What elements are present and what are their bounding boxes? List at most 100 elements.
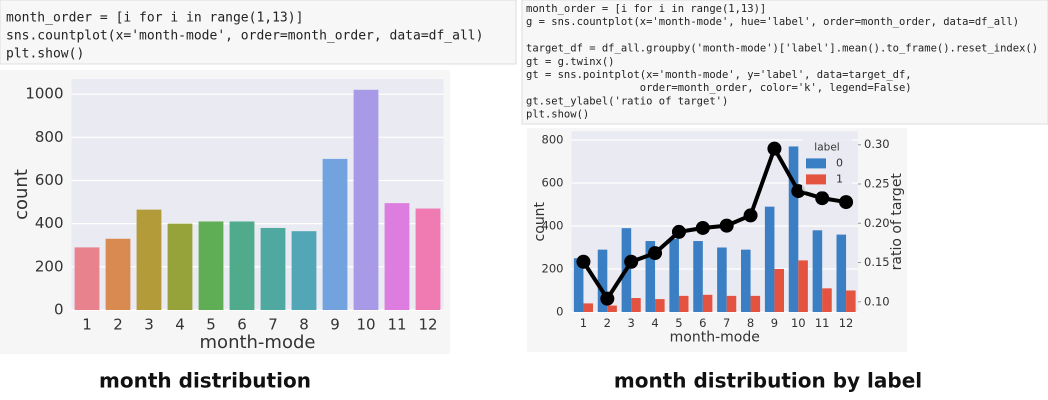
bar: [260, 227, 286, 310]
x-tick-label: 9: [330, 316, 340, 334]
code-line: sns.countplot(x='month-mode', order=mont…: [6, 29, 483, 44]
point: [624, 254, 639, 269]
x-tick-label: 10: [356, 316, 375, 334]
x-tick-label: 1: [580, 316, 587, 330]
legend-title: label: [814, 141, 839, 153]
x-axis-label: month-mode: [670, 329, 760, 345]
legend-label: 1: [836, 172, 843, 185]
point: [743, 208, 758, 223]
y2-tick-label: 0.20: [864, 216, 890, 230]
code-line: plt.show(): [526, 109, 589, 121]
y-tick-label: 0: [54, 301, 64, 319]
x-tick-label: 3: [628, 316, 635, 330]
x-tick-label: 5: [206, 316, 216, 334]
y2-tick-label: 0.25: [864, 177, 890, 191]
x-tick-label: 7: [723, 316, 730, 330]
caption: month distribution: [99, 369, 311, 393]
legend-swatch: [806, 174, 826, 185]
bar: [607, 305, 617, 312]
point: [791, 184, 806, 199]
bar: [136, 209, 162, 310]
code-line: gt.set_ylabel('ratio of target'): [526, 95, 728, 107]
x-tick-label: 4: [651, 316, 658, 330]
legend-swatch: [806, 158, 826, 169]
bar: [631, 298, 641, 312]
bar: [741, 249, 751, 312]
bar: [291, 231, 317, 310]
bar: [597, 249, 608, 312]
x-tick-label: 11: [387, 316, 406, 334]
bar: [655, 299, 665, 312]
bar: [750, 295, 761, 312]
y-tick-label: 400: [35, 214, 64, 232]
point: [600, 291, 615, 306]
point: [839, 195, 854, 210]
y2-tick-label: 0.30: [864, 137, 890, 151]
y-tick-label: 600: [35, 171, 64, 189]
bar: [229, 221, 255, 310]
y-axis-label: count: [532, 201, 548, 241]
bar: [645, 241, 656, 312]
x-tick-label: 2: [113, 316, 123, 334]
bar: [822, 288, 832, 312]
x-tick-label: 6: [237, 316, 247, 334]
x-tick-label: 10: [791, 316, 806, 330]
bar: [415, 208, 441, 310]
bar: [846, 290, 856, 312]
bar: [726, 295, 737, 312]
x-tick-label: 2: [604, 316, 611, 330]
point: [576, 254, 591, 269]
y-tick-label: 800: [542, 133, 564, 147]
point: [695, 220, 710, 235]
point: [719, 218, 734, 233]
point: [648, 246, 663, 261]
code-line: month_order = [i for i in range(1,13)]: [6, 11, 303, 26]
code-line: month_order = [i for i in range(1,13)]: [526, 3, 766, 15]
y-tick-label: 800: [35, 128, 64, 146]
bar: [774, 269, 784, 312]
x-tick-label: 4: [175, 316, 185, 334]
bar: [764, 206, 775, 312]
code-line: plt.show(): [6, 47, 84, 62]
point: [815, 191, 830, 206]
code-line: target_df = df_all.groupby('month-mode')…: [526, 43, 1038, 55]
y2-tick-label: 0.10: [864, 294, 890, 308]
code-line: gt = g.twinx(): [526, 56, 615, 68]
x-tick-label: 8: [747, 316, 754, 330]
code-cell: [0, 0, 517, 65]
point: [767, 141, 782, 156]
y2-tick-label: 0.15: [864, 255, 890, 269]
x-tick-label: 12: [839, 316, 854, 330]
x-tick-label: 5: [675, 316, 682, 330]
x-tick-label: 6: [699, 316, 706, 330]
bar: [693, 241, 703, 312]
bar: [74, 247, 100, 310]
x-axis-label: month-mode: [200, 332, 316, 353]
bar: [836, 234, 847, 312]
x-tick-label: 8: [299, 316, 309, 334]
x-tick-label: 1: [82, 316, 92, 334]
bar: [702, 294, 713, 312]
code-cell: [521, 0, 1048, 125]
code-line: order=month_order, color='k', legend=Fal…: [526, 82, 912, 94]
bar: [573, 258, 584, 312]
bar: [717, 247, 727, 312]
bar: [105, 238, 131, 310]
bar: [322, 158, 348, 310]
bar: [669, 238, 679, 312]
plot-area: [71, 79, 444, 310]
bar: [812, 230, 823, 312]
x-tick-label: 11: [815, 316, 830, 330]
y-axis-label: count: [11, 169, 32, 220]
y-tick-label: 400: [542, 219, 564, 233]
y-tick-label: 1000: [25, 85, 63, 103]
code-line: g = sns.countplot(x='month-mode', hue='l…: [526, 16, 1019, 28]
bar: [384, 203, 410, 310]
code-line: gt = sns.pointplot(x='month-mode', y='la…: [526, 69, 912, 81]
y-tick-label: 200: [35, 257, 64, 275]
y2-axis-label: ratio of target: [889, 173, 905, 271]
caption: month distribution by label: [614, 369, 922, 393]
bar: [583, 303, 593, 312]
x-tick-label: 7: [268, 316, 278, 334]
x-tick-label: 3: [144, 316, 154, 334]
